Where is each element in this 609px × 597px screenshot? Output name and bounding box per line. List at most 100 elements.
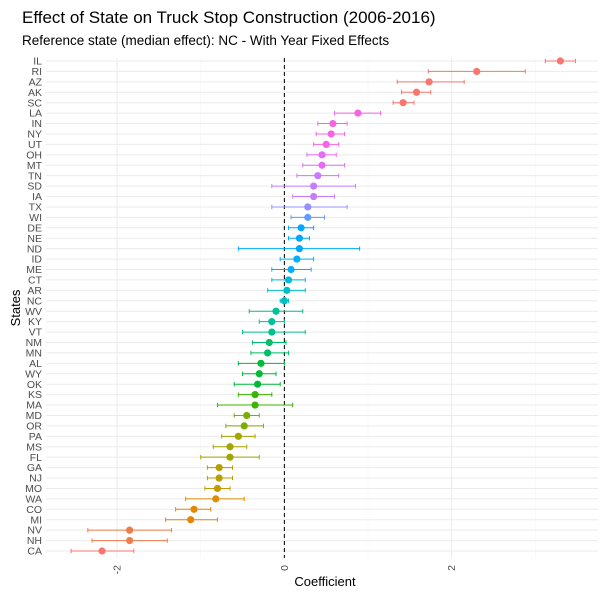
- error-bars: [70, 58, 576, 554]
- state-label-ky: KY: [28, 316, 42, 328]
- point-nh: [126, 536, 134, 545]
- grid-lines: [33, 58, 598, 558]
- state-label-sd: SD: [27, 181, 42, 193]
- state-label-wi: WI: [29, 212, 42, 224]
- point-wi: [304, 213, 312, 221]
- point-ks: [251, 391, 259, 399]
- point-al: [257, 359, 265, 367]
- y-tick-labels: ILRIAZAKSCLAINNYUTOHMTTNSDIATXWIDENENDID…: [25, 56, 43, 558]
- state-label-md: MD: [26, 410, 43, 422]
- state-label-ok: OK: [27, 379, 42, 391]
- state-label-ms: MS: [26, 441, 42, 453]
- point-mo: [213, 484, 222, 493]
- state-label-co: CO: [26, 504, 42, 516]
- x-tick-label: 2: [446, 565, 458, 571]
- point-tn: [314, 172, 322, 180]
- state-label-ri: RI: [32, 66, 43, 78]
- state-label-ia: IA: [32, 191, 42, 203]
- point-co: [190, 505, 198, 513]
- point-ar: [283, 286, 291, 294]
- state-label-az: AZ: [29, 76, 43, 88]
- x-tick-label: 0: [279, 565, 291, 571]
- state-label-mn: MN: [26, 348, 42, 360]
- state-label-mo: MO: [25, 483, 42, 495]
- point-or: [240, 422, 248, 430]
- point-pa: [234, 432, 242, 440]
- point-me: [287, 265, 295, 274]
- plot-area: [33, 57, 598, 558]
- x-tick-label: -2: [112, 565, 124, 574]
- point-ga: [215, 463, 223, 472]
- point-ak: [412, 88, 421, 96]
- point-ri: [473, 67, 481, 76]
- state-label-ma: MA: [26, 400, 42, 412]
- point-sd: [310, 182, 318, 190]
- point-estimates: [98, 57, 564, 555]
- point-il: [556, 57, 564, 65]
- point-in: [329, 119, 337, 128]
- point-ms: [226, 443, 234, 451]
- point-az: [425, 78, 433, 86]
- y-axis-title: States: [8, 289, 23, 326]
- state-label-ct: CT: [28, 275, 43, 287]
- point-oh: [318, 151, 326, 159]
- point-nm: [265, 338, 273, 347]
- state-label-ne: NE: [27, 233, 42, 245]
- state-label-la: LA: [29, 108, 42, 120]
- point-ok: [254, 380, 262, 388]
- state-label-mt: MT: [27, 160, 43, 172]
- state-label-fl: FL: [30, 452, 42, 464]
- point-mt: [318, 161, 326, 169]
- state-label-il: IL: [33, 56, 42, 68]
- state-label-nh: NH: [27, 535, 42, 547]
- point-vt: [268, 328, 276, 336]
- point-la: [354, 109, 362, 117]
- chart-subtitle: Reference state (median effect): NC - Wi…: [22, 33, 389, 48]
- state-label-nd: ND: [27, 243, 43, 255]
- state-label-ar: AR: [27, 285, 42, 297]
- state-label-de: DE: [27, 222, 42, 234]
- point-nv: [126, 526, 134, 534]
- state-label-oh: OH: [26, 149, 42, 161]
- state-label-wy: WY: [25, 368, 42, 380]
- point-de: [297, 224, 305, 232]
- state-label-wv: WV: [25, 306, 42, 318]
- state-label-ks: KS: [28, 389, 42, 401]
- point-id: [293, 255, 301, 263]
- point-wa: [212, 495, 220, 503]
- state-label-ca: CA: [27, 546, 42, 558]
- point-wy: [255, 370, 263, 378]
- point-nd: [295, 245, 304, 253]
- point-nj: [215, 474, 223, 482]
- point-ia: [310, 192, 318, 201]
- point-sc: [399, 99, 407, 107]
- state-label-mi: MI: [30, 514, 42, 526]
- point-ma: [251, 401, 259, 409]
- point-ct: [284, 276, 293, 284]
- x-axis-title: Coefficient: [294, 574, 356, 589]
- state-label-al: AL: [29, 358, 42, 370]
- point-ky: [268, 318, 276, 326]
- state-label-wa: WA: [25, 493, 42, 505]
- state-label-pa: PA: [29, 431, 42, 443]
- state-label-me: ME: [26, 264, 42, 276]
- point-wv: [272, 307, 280, 315]
- point-nc: [280, 297, 288, 305]
- point-ny: [327, 130, 335, 138]
- point-md: [243, 411, 251, 420]
- state-label-nc: NC: [27, 295, 43, 307]
- chart-title: Effect of State on Truck Stop Constructi…: [22, 8, 436, 27]
- point-tx: [304, 203, 312, 211]
- state-label-vt: VT: [29, 327, 43, 339]
- state-label-in: IN: [32, 118, 43, 130]
- x-tick-labels: -2 0 2: [112, 565, 459, 575]
- state-label-id: ID: [32, 254, 43, 266]
- state-label-ga: GA: [27, 462, 42, 474]
- state-label-nv: NV: [27, 525, 42, 537]
- state-label-ut: UT: [28, 139, 43, 151]
- point-fl: [226, 453, 234, 461]
- state-label-ak: AK: [28, 87, 42, 99]
- point-ut: [322, 140, 330, 149]
- point-ca: [98, 547, 106, 555]
